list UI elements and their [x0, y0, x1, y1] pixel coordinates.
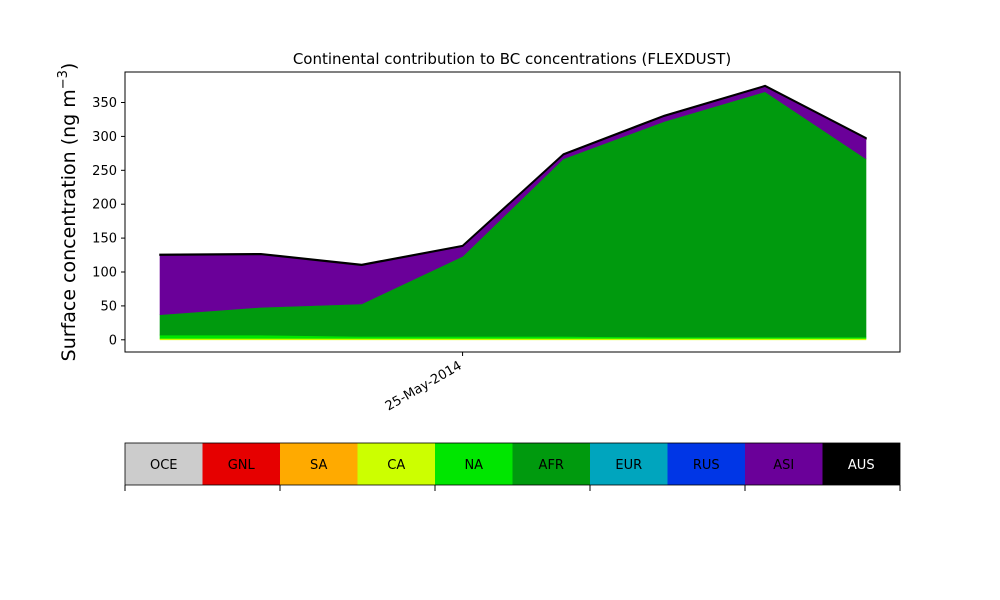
legend-swatch-rus — [667, 443, 745, 485]
area-layer — [159, 84, 867, 341]
plot-frame — [124, 71, 901, 353]
y-tick-label: 300 — [92, 130, 117, 145]
legend-label: OCE — [150, 458, 178, 473]
y-tick-label: 250 — [92, 164, 117, 179]
y-axis-label: Surface concentration (ng m−3) — [56, 63, 80, 362]
legend-swatch-ca — [357, 443, 435, 485]
legend-label: AFR — [539, 458, 564, 473]
legend-swatch-afr — [512, 443, 590, 485]
legend: OCE GNL SA CA NA AFR EUR RUS ASI AUS — [124, 442, 901, 491]
x-axis: 25-May-2014 — [383, 352, 465, 414]
legend-label: NA — [464, 458, 483, 473]
legend-label: CA — [387, 458, 405, 473]
y-tick-label: 350 — [92, 96, 117, 111]
legend-swatch-oce — [125, 443, 203, 485]
y-tick-label: 150 — [92, 232, 117, 247]
chart-title: Continental contribution to BC concentra… — [293, 50, 731, 68]
area-aus — [159, 84, 867, 266]
legend-swatch-asi — [745, 443, 823, 485]
legend-label: EUR — [615, 458, 642, 473]
legend-swatch-sa — [280, 443, 358, 485]
y-tick-label: 200 — [92, 198, 117, 213]
x-tick-label: 25-May-2014 — [383, 358, 465, 414]
legend-swatch-aus — [822, 443, 900, 485]
legend-label: GNL — [228, 458, 256, 473]
legend-swatch-gnl — [202, 443, 280, 485]
legend-swatch-na — [435, 443, 513, 485]
y-tick-label: 100 — [92, 266, 117, 281]
legend-swatch-eur — [590, 443, 668, 485]
y-axis: 0 50 100 150 200 250 300 350 — [92, 96, 125, 348]
legend-label: RUS — [693, 458, 720, 473]
y-tick-label: 50 — [100, 299, 117, 314]
y-tick-label: 0 — [109, 333, 117, 348]
legend-label: AUS — [848, 458, 875, 473]
legend-frame — [124, 442, 901, 486]
legend-label: ASI — [773, 458, 794, 473]
legend-label: SA — [310, 458, 327, 473]
